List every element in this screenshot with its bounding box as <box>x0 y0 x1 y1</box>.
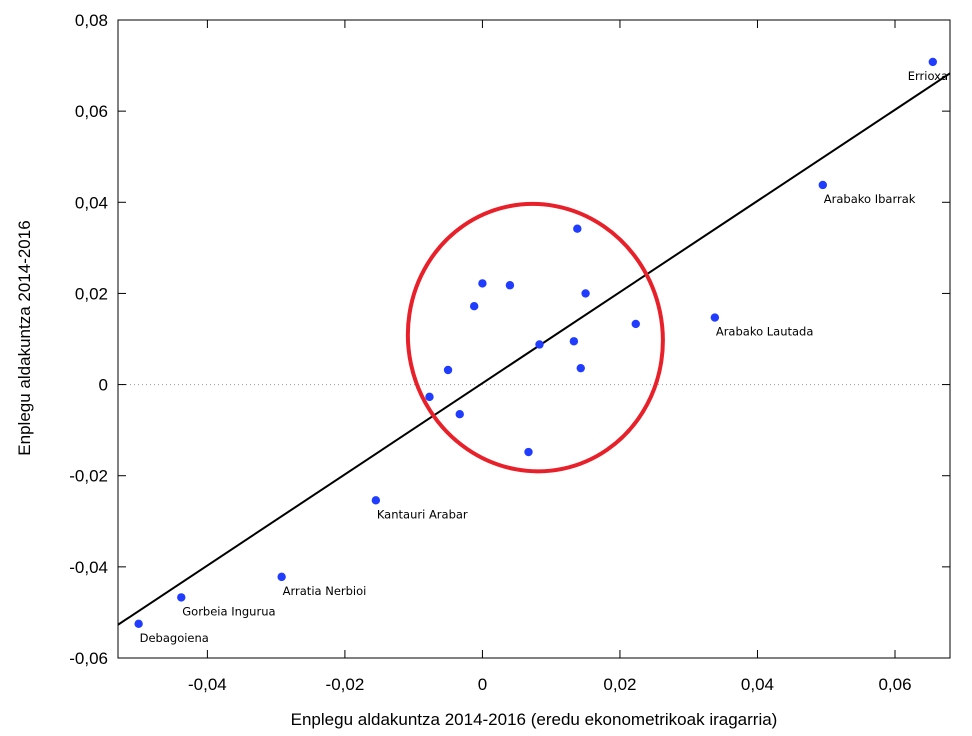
y-tick-label: 0,04 <box>75 193 108 212</box>
data-point <box>535 340 544 349</box>
fit-line <box>117 72 951 626</box>
point-label: Arabako Lautada <box>716 325 814 339</box>
data-point <box>455 409 464 419</box>
point-label: Debagoiena <box>140 631 209 645</box>
data-point <box>818 180 827 190</box>
y-axis-title: Enplegu aldakuntza 2014-2016 <box>15 220 34 455</box>
data-point <box>425 392 434 402</box>
x-tick-label: 0 <box>478 675 487 694</box>
y-tick-label: -0,02 <box>69 467 108 486</box>
y-axis-ticks: -0,06 -0,04 -0,02 0 0,02 0,04 0,06 0,08 <box>69 11 950 668</box>
data-point <box>469 301 479 311</box>
x-tick-label: -0,04 <box>188 675 227 694</box>
point-label: Arratia Nerbioi <box>283 584 367 598</box>
point-label: Arabako Ibarrak <box>824 192 916 206</box>
plot-frame <box>117 19 951 659</box>
data-point <box>581 289 590 298</box>
data-point <box>631 319 640 329</box>
data-point <box>573 224 582 233</box>
data-point <box>576 363 585 373</box>
y-tick-label: -0,04 <box>69 558 108 577</box>
data-point <box>928 57 938 67</box>
point-label: Gorbeia Ingurua <box>182 604 275 618</box>
point-label: Errioxa <box>908 69 948 83</box>
annotation-group <box>405 201 665 474</box>
y-tick-label: 0,02 <box>75 284 108 303</box>
data-point <box>277 572 286 582</box>
data-point <box>177 593 186 602</box>
data-point <box>524 447 533 457</box>
x-axis-ticks: -0,04 -0,02 0 0,02 0,04 0,06 <box>188 20 912 694</box>
data-point <box>505 281 515 290</box>
x-tick-label: 0,04 <box>741 675 774 694</box>
y-tick-label: -0,06 <box>69 649 108 668</box>
x-tick-label: 0,02 <box>603 675 636 694</box>
x-tick-label: 0,06 <box>878 675 911 694</box>
y-tick-label: 0,08 <box>75 11 108 30</box>
y-tick-label: 0 <box>99 376 108 395</box>
point-label: Kantauri Arabar <box>377 507 468 521</box>
data-point <box>569 337 579 346</box>
x-axis-title: Enplegu aldakuntza 2014-2016 (eredu ekon… <box>291 710 778 729</box>
data-points <box>134 57 938 629</box>
data-point <box>134 619 143 629</box>
x-tick-label: -0,02 <box>326 675 365 694</box>
annotation-circle <box>405 201 665 474</box>
data-point <box>371 496 381 505</box>
y-tick-label: 0,06 <box>75 102 108 121</box>
point-labels: Errioxa Arabako Ibarrak Arabako Lautada Kan… <box>140 69 948 645</box>
data-point <box>478 279 487 288</box>
data-point <box>710 313 720 322</box>
data-point <box>443 365 453 375</box>
fit-line-group <box>117 72 951 626</box>
